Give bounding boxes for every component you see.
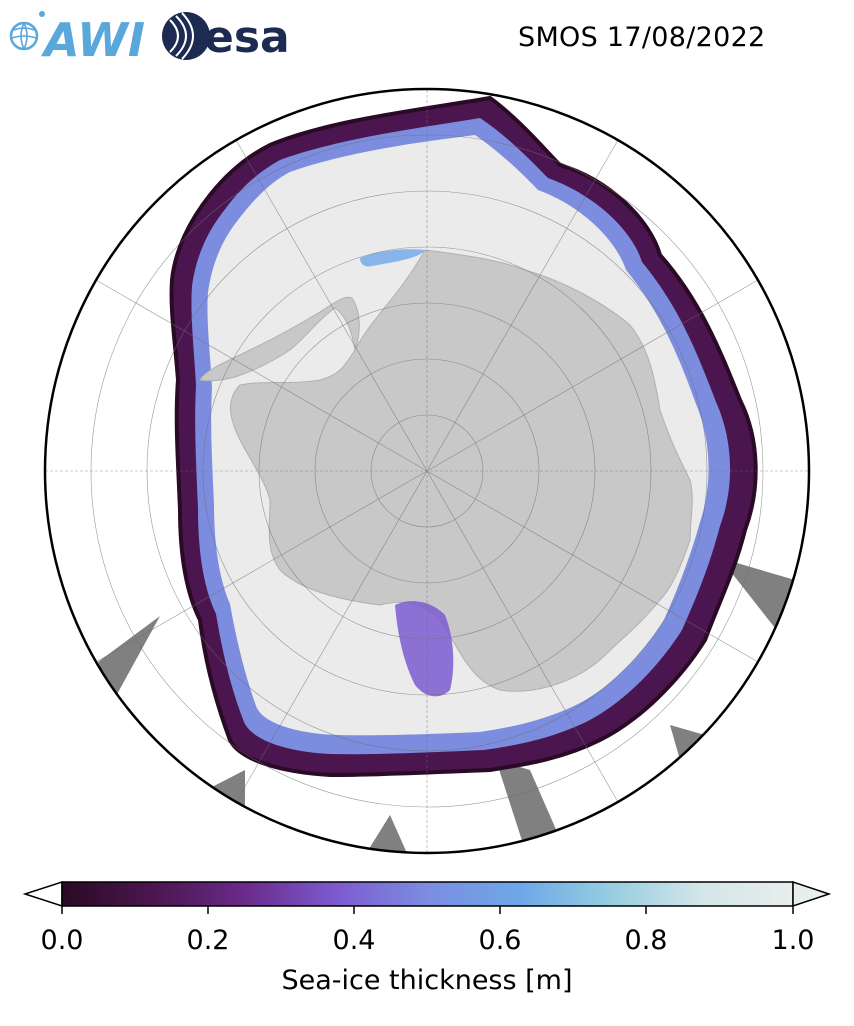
- map-title: SMOS 17/08/2022: [518, 22, 766, 53]
- colorbar-gradient: [61, 881, 794, 907]
- colorbar-label: Sea-ice thickness [m]: [281, 965, 573, 996]
- polar-map: [43, 87, 811, 855]
- awi-logo-text: AWI: [41, 13, 145, 67]
- colorbar-tick-label: 1.0: [771, 925, 815, 956]
- colorbar-tick-label: 0.6: [478, 925, 522, 956]
- map-border: [43, 87, 811, 855]
- logos: AWI esa: [9, 11, 290, 67]
- weddell-thin-ice: [395, 601, 454, 697]
- colorbar-extend-min: [22, 880, 63, 908]
- esa-logo: esa: [162, 12, 290, 63]
- colorbar: [22, 880, 832, 914]
- colorbar-tick-label: 0.0: [40, 925, 84, 956]
- colorbar-tick-marks: [61, 906, 794, 914]
- colorbar-tick-label: 0.8: [624, 925, 668, 956]
- awi-logo: AWI: [9, 11, 145, 67]
- colorbar-tick-label: 0.2: [186, 925, 230, 956]
- colorbar-extend-max: [792, 880, 832, 908]
- antarctic-peninsula: [199, 296, 360, 382]
- colorbar-tick-label: 0.4: [332, 925, 376, 956]
- colorbar-tick-labels: 0.0 0.2 0.4 0.6 0.8 1.0: [0, 925, 854, 965]
- graticule: [45, 89, 809, 853]
- antarctica-land: [230, 249, 693, 692]
- ross-thin-ice: [360, 249, 425, 267]
- esa-logo-text: esa: [204, 12, 290, 63]
